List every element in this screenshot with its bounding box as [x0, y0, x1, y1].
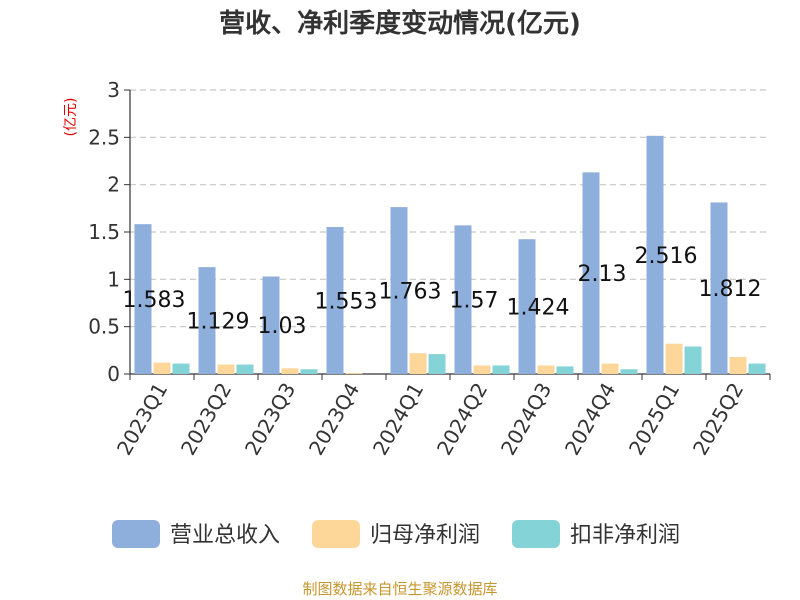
bar-营业总收入-2024Q4 [582, 172, 600, 374]
bar-营业总收入-2023Q4 [326, 226, 344, 374]
x-tick-label: 2023Q1 [112, 379, 172, 460]
bar-归母净利润-2025Q1 [665, 343, 683, 374]
data-label: 1.812 [699, 277, 762, 302]
y-tick-label: 1 [107, 267, 120, 291]
y-tick-label: 1.5 [88, 220, 120, 244]
legend-item-营业总收入: 营业总收入 [112, 520, 280, 548]
x-tick-label: 2025Q1 [624, 379, 684, 460]
legend-swatch [512, 520, 560, 548]
bar-归母净利润-2024Q4 [601, 363, 619, 374]
x-tick-label: 2024Q1 [368, 379, 428, 460]
data-label: 1.763 [379, 280, 442, 305]
legend-label: 扣非净利润 [570, 523, 680, 548]
data-label: 1.424 [507, 296, 570, 321]
bar-归母净利润-2025Q2 [729, 356, 747, 374]
x-tick-label: 2025Q2 [688, 379, 748, 460]
bar-扣非净利润-2025Q2 [748, 363, 766, 374]
x-tick-label: 2024Q2 [432, 379, 492, 460]
bar-扣非净利润-2024Q3 [556, 366, 574, 374]
bar-营业总收入-2024Q3 [518, 239, 536, 374]
bar-扣非净利润-2023Q3 [300, 369, 318, 374]
bar-营业总收入-2024Q1 [390, 207, 408, 374]
y-tick-label: 2 [107, 173, 120, 197]
bar-营业总收入-2025Q2 [710, 202, 728, 374]
bar-归母净利润-2024Q2 [473, 365, 491, 374]
bar-营业总收入-2024Q2 [454, 225, 472, 374]
legend-label: 营业总收入 [170, 523, 280, 548]
x-tick-label: 2023Q2 [176, 379, 236, 460]
bar-营业总收入-2023Q3 [262, 276, 280, 374]
data-label: 1.57 [450, 289, 499, 314]
y-tick-label: 0 [107, 362, 120, 386]
y-axis-label: (亿元) [63, 98, 79, 137]
bar-归母净利润-2023Q2 [217, 364, 235, 374]
bar-扣非净利润-2023Q2 [236, 364, 254, 374]
bar-扣非净利润-2023Q1 [172, 363, 190, 374]
source-note: 制图数据来自恒生聚源数据库 [302, 580, 497, 598]
bar-营业总收入-2025Q1 [646, 135, 664, 374]
bar-扣非净利润-2024Q1 [428, 354, 446, 374]
x-tick-label: 2023Q4 [304, 379, 364, 460]
bars [134, 135, 766, 374]
bar-归母净利润-2024Q1 [409, 353, 427, 374]
data-label: 2.516 [635, 244, 698, 269]
y-tick-label: 3 [107, 78, 120, 102]
legend-swatch [312, 520, 360, 548]
legend-item-扣非净利润: 扣非净利润 [512, 520, 680, 548]
legend-item-归母净利润: 归母净利润 [312, 520, 480, 548]
data-label: 1.583 [123, 288, 186, 313]
chart-title: 营收、净利季度变动情况(亿元) [219, 8, 581, 39]
bar-扣非净利润-2024Q2 [492, 365, 510, 374]
legend-swatch [112, 520, 160, 548]
legend: 营业总收入 归母净利润 扣非净利润 [112, 520, 680, 548]
bar-扣非净利润-2025Q1 [684, 346, 702, 374]
bar-扣非净利润-2024Q4 [620, 369, 638, 374]
x-tick-label: 2023Q3 [240, 379, 300, 460]
bar-归母净利润-2023Q4 [345, 373, 363, 374]
x-tick-label: 2024Q4 [560, 379, 620, 460]
y-tick-label: 0.5 [88, 315, 120, 339]
data-label: 1.129 [187, 310, 250, 335]
x-tick-label: 2024Q3 [496, 379, 556, 460]
data-label: 1.553 [315, 289, 378, 314]
data-label: 1.03 [258, 314, 307, 339]
bar-归母净利润-2023Q3 [281, 368, 299, 374]
bar-归母净利润-2024Q3 [537, 365, 555, 374]
y-tick-label: 2.5 [88, 125, 120, 149]
legend-label: 归母净利润 [370, 523, 480, 548]
bar-归母净利润-2023Q1 [153, 362, 171, 374]
data-label: 2.13 [578, 262, 627, 287]
bar-营业总收入-2023Q2 [198, 267, 216, 374]
bar-营业总收入-2023Q1 [134, 224, 152, 374]
